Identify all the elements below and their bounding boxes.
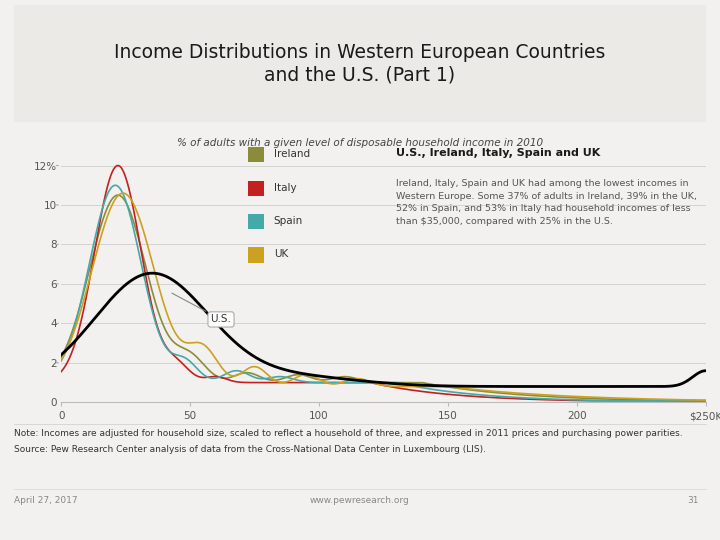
FancyBboxPatch shape xyxy=(248,247,264,262)
Text: Note: Incomes are adjusted for household size, scaled to reflect a household of : Note: Incomes are adjusted for household… xyxy=(14,429,683,438)
FancyBboxPatch shape xyxy=(248,180,264,196)
Text: U.S.: U.S. xyxy=(172,293,231,325)
Text: UK: UK xyxy=(274,249,288,259)
Text: Ireland: Ireland xyxy=(274,150,310,159)
Text: Spain: Spain xyxy=(274,216,303,226)
Text: www.pewresearch.org: www.pewresearch.org xyxy=(310,496,410,505)
Text: Ireland, Italy, Spain and UK had among the lowest incomes in
Western Europe. Som: Ireland, Italy, Spain and UK had among t… xyxy=(396,179,697,226)
Text: Source: Pew Research Center analysis of data from the Cross-National Data Center: Source: Pew Research Center analysis of … xyxy=(14,446,487,455)
Text: April 27, 2017: April 27, 2017 xyxy=(14,496,78,505)
Text: 31: 31 xyxy=(687,496,698,505)
Text: Income Distributions in Western European Countries
and the U.S. (Part 1): Income Distributions in Western European… xyxy=(114,43,606,84)
Text: % of adults with a given level of disposable household income in 2010: % of adults with a given level of dispos… xyxy=(177,138,543,148)
Text: Italy: Italy xyxy=(274,183,297,193)
FancyBboxPatch shape xyxy=(248,214,264,229)
Text: U.S., Ireland, Italy, Spain and UK: U.S., Ireland, Italy, Spain and UK xyxy=(396,148,600,158)
FancyBboxPatch shape xyxy=(248,147,264,163)
